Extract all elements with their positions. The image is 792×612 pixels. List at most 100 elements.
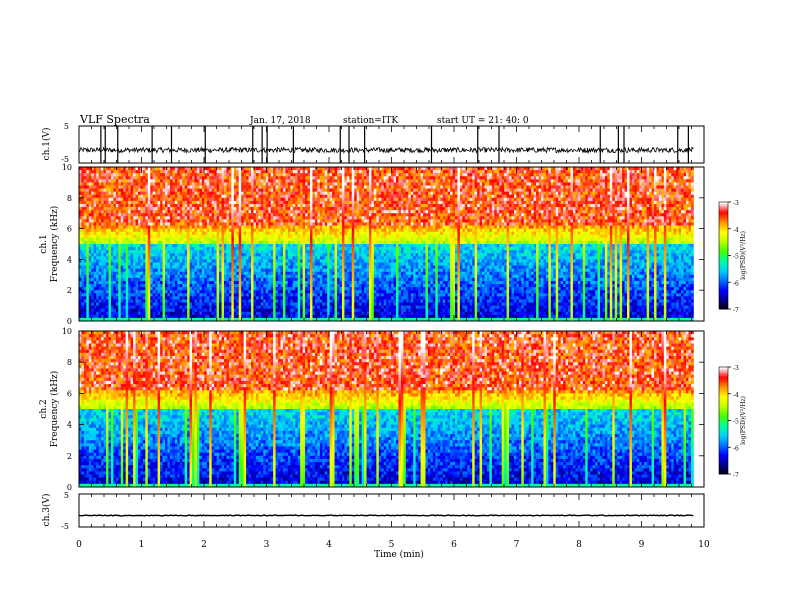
spectrogram-cell — [202, 176, 205, 179]
spectrogram-cell — [106, 198, 109, 201]
spectrogram-cell — [308, 226, 311, 229]
spectrogram-cell — [288, 287, 291, 290]
spectrogram-cell — [214, 207, 217, 210]
spectrogram-cell — [153, 198, 156, 201]
spectrogram-cell — [202, 204, 205, 207]
spectrogram-cell — [108, 182, 111, 185]
spectrogram-cell — [305, 182, 308, 185]
spectrogram-cell — [89, 269, 92, 272]
spectrogram-cell — [91, 296, 94, 299]
spectrogram-cell — [251, 256, 254, 259]
spectrogram-cell — [172, 293, 175, 296]
spectrogram-cell — [239, 189, 242, 192]
spectrogram-cell — [116, 210, 119, 213]
spectrogram-cell — [160, 250, 163, 253]
spectrogram-cell — [271, 315, 274, 318]
spectrogram-cell — [155, 213, 158, 216]
spectrogram-cell — [231, 290, 234, 293]
spectrogram-cell — [249, 287, 252, 290]
spectrogram-cell — [150, 176, 153, 179]
spectrogram-cell — [290, 207, 293, 210]
spectrogram-cell — [190, 247, 193, 250]
spectrogram-cell — [185, 278, 188, 281]
spectrogram-cell — [195, 287, 198, 290]
spectrogram-cell — [111, 303, 114, 306]
spectrogram-cell — [153, 256, 156, 259]
spectrogram-cell — [126, 189, 129, 192]
spectrogram-cell — [266, 232, 269, 235]
spectrogram-cell — [165, 284, 168, 287]
spectrogram-cell — [281, 222, 284, 225]
spectrogram-cell — [99, 303, 102, 306]
spectrogram-cell — [209, 247, 212, 250]
spectrogram-cell — [249, 185, 252, 188]
spectrogram-cell — [253, 269, 256, 272]
spectrogram-cell — [258, 293, 261, 296]
spectrogram-cell — [308, 256, 311, 259]
spectrogram-cell — [148, 213, 151, 216]
spectrogram-cell — [293, 179, 296, 182]
spectrogram-cell — [175, 253, 178, 256]
spectrogram-cell — [253, 296, 256, 299]
spectrogram-cell — [258, 244, 261, 247]
spectrogram-cell — [133, 229, 136, 232]
spectrogram-cell — [199, 210, 202, 213]
spectrogram-cell — [320, 269, 323, 272]
spectrogram-cell — [190, 284, 193, 287]
spectrogram-cell — [104, 262, 107, 265]
spectrogram-cell — [241, 235, 244, 238]
spectrogram-cell — [207, 281, 210, 284]
spectrogram-cell — [212, 173, 215, 176]
spectrogram-cell — [266, 290, 269, 293]
spectrogram-cell — [303, 256, 306, 259]
spectrogram-cell — [298, 256, 301, 259]
spectrogram-cell — [150, 290, 153, 293]
spectrogram-cell — [158, 189, 161, 192]
spectrogram-cell — [224, 312, 227, 315]
spectrogram-cell — [266, 296, 269, 299]
spectrogram-cell — [298, 222, 301, 225]
spectrogram-cell — [113, 266, 116, 269]
spectrogram-cell — [320, 303, 323, 306]
spectrogram-cell — [172, 272, 175, 275]
spectrogram-cell — [167, 226, 170, 229]
spectrogram-cell — [116, 229, 119, 232]
spectrogram-cell — [293, 173, 296, 176]
spectrogram-cell — [167, 309, 170, 312]
spectrogram-cell — [170, 207, 173, 210]
spectrogram-cell — [273, 173, 276, 176]
spectrogram-cell — [96, 287, 99, 290]
spectrogram-cell — [209, 210, 212, 213]
spectrogram-cell — [101, 262, 104, 265]
spectrogram-cell — [251, 290, 254, 293]
spectrogram-cell — [219, 185, 222, 188]
spectrogram-cell — [192, 303, 195, 306]
spectrogram-cell — [86, 182, 89, 185]
spectrogram-cell — [258, 235, 261, 238]
spectrogram-cell — [111, 250, 114, 253]
spectrogram-cell — [239, 204, 242, 207]
spectrogram-cell — [239, 226, 242, 229]
spectrogram-cell — [261, 192, 264, 195]
spectrogram-cell — [204, 192, 207, 195]
spectrogram-cell — [219, 210, 222, 213]
spectrogram-cell — [202, 284, 205, 287]
spectrogram-cell — [222, 179, 225, 182]
spectrogram-cell — [108, 222, 111, 225]
spectrogram-cell — [246, 229, 249, 232]
spectrogram-cell — [99, 272, 102, 275]
spectrogram-cell — [150, 232, 153, 235]
spectrogram-cell — [111, 210, 114, 213]
spectrogram-cell — [177, 306, 180, 309]
spectrogram-cell — [182, 195, 185, 198]
spectrogram-cell — [128, 170, 131, 173]
spectrogram-cell — [192, 195, 195, 198]
spectrogram-cell — [239, 198, 242, 201]
spectrogram-cell — [312, 296, 315, 299]
spectrogram-cell — [160, 253, 163, 256]
spectrogram-cell — [116, 278, 119, 281]
spectrogram-cell — [300, 232, 303, 235]
spectrogram-cell — [131, 299, 134, 302]
spectrogram-cell — [212, 299, 215, 302]
spectrogram-cell — [226, 296, 229, 299]
